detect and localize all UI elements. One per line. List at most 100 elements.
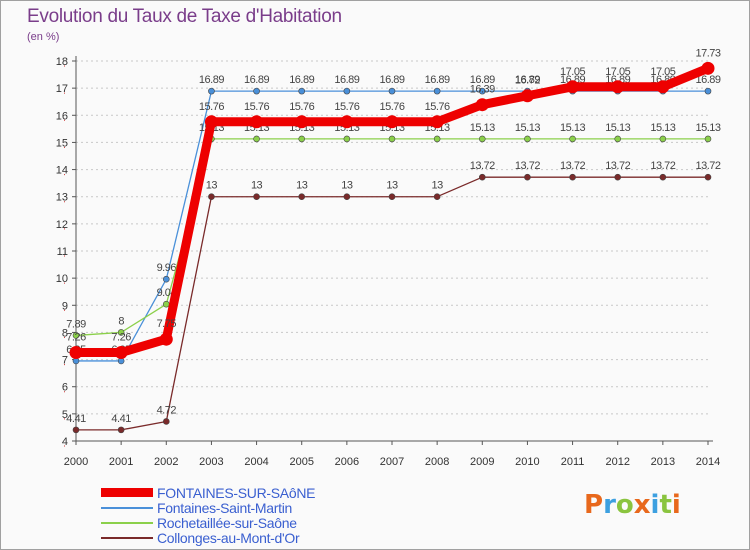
data-label-fontaines-saint-martin: 16.89 — [334, 74, 359, 86]
y-tick-label: 6 — [62, 382, 68, 394]
data-label-fontaines-saint-martin: 16.89 — [289, 74, 314, 86]
data-point-rochetaill-e-sur-sa-ne — [298, 135, 306, 143]
legend-swatch — [101, 521, 153, 524]
data-label-fontaines-sur-sa-ne: 15.76 — [425, 101, 450, 113]
data-point-collonges-au-mont-d-or — [388, 193, 396, 201]
data-point-fontaines-saint-martin — [253, 87, 260, 95]
legend-label: Rochetaillée-sur-Saône — [157, 514, 297, 531]
x-tick-label: 2013 — [651, 456, 675, 468]
data-label-collonges-au-mont-d-or: 13.72 — [515, 160, 540, 172]
y-tick-label: 17 — [56, 83, 68, 95]
data-point-fontaines-saint-martin — [162, 275, 170, 283]
x-tick-label: 2011 — [561, 456, 585, 468]
data-label-fontaines-sur-sa-ne: 7.26 — [66, 332, 86, 344]
data-point-collonges-au-mont-d-or — [659, 173, 667, 181]
data-label-collonges-au-mont-d-or: 13 — [386, 180, 398, 192]
x-tick-label: 2006 — [335, 456, 359, 468]
data-label-collonges-au-mont-d-or: 13.72 — [695, 160, 720, 172]
y-tick-label: 14 — [56, 165, 68, 177]
logo-letter: P — [584, 490, 604, 520]
data-point-collonges-au-mont-d-or — [614, 173, 622, 181]
data-label-fontaines-sur-sa-ne: 15.76 — [244, 101, 269, 113]
data-point-fontaines-saint-martin — [478, 87, 486, 95]
data-label-rochetaill-e-sur-sa-ne: 7.89 — [66, 318, 86, 330]
data-point-rochetaill-e-sur-sa-ne — [569, 135, 576, 143]
x-tick-label: 2000 — [64, 456, 88, 468]
data-label-rochetaill-e-sur-sa-ne: 15.13 — [650, 122, 675, 134]
data-label-fontaines-sur-sa-ne: 15.76 — [379, 101, 404, 113]
data-label-fontaines-sur-sa-ne: 17.05 — [650, 66, 675, 78]
x-tick-label: 2010 — [515, 456, 539, 468]
legend: FONTAINES-SUR-SAôNE Fontaines-Saint-Marti… — [101, 485, 401, 545]
legend-item: Fontaines-Saint-Martin — [101, 500, 401, 515]
data-point-fontaines-sur-sa-ne — [656, 80, 670, 94]
data-label-fontaines-saint-martin: 16.89 — [244, 74, 269, 86]
data-point-fontaines-sur-sa-ne — [69, 346, 83, 360]
y-tick-label: 15 — [56, 137, 68, 149]
data-label-fontaines-saint-martin: 16.89 — [425, 74, 450, 86]
x-tick-label: 2007 — [380, 456, 404, 468]
x-tick-label: 2012 — [605, 456, 629, 468]
data-point-fontaines-sur-sa-ne — [159, 332, 173, 346]
logo-letter: x — [633, 490, 651, 520]
data-label-rochetaill-e-sur-sa-ne: 15.13 — [695, 122, 720, 134]
data-label-rochetaill-e-sur-sa-ne: 15.13 — [560, 122, 585, 134]
data-point-fontaines-sur-sa-ne — [520, 89, 534, 103]
legend-label: Collonges-au-Mont-d'Or — [157, 529, 300, 546]
data-label-collonges-au-mont-d-or: 13 — [432, 180, 444, 192]
data-label-fontaines-sur-sa-ne: 16.39 — [470, 84, 495, 96]
data-label-collonges-au-mont-d-or: 13.72 — [560, 160, 585, 172]
x-tick-label: 2001 — [109, 456, 133, 468]
data-point-rochetaill-e-sur-sa-ne — [388, 135, 396, 143]
data-label-fontaines-sur-sa-ne: 17.05 — [560, 66, 585, 78]
x-tick-label: 2002 — [154, 456, 178, 468]
data-point-rochetaill-e-sur-sa-ne — [162, 300, 170, 308]
data-label-fontaines-sur-sa-ne: 16.72 — [515, 75, 540, 87]
data-point-fontaines-sur-sa-ne — [430, 115, 444, 129]
data-label-rochetaill-e-sur-sa-ne: 15.13 — [470, 122, 495, 134]
y-tick-label: 7 — [62, 355, 68, 367]
data-point-rochetaill-e-sur-sa-ne — [343, 135, 351, 143]
y-tick-label: 9 — [62, 300, 68, 312]
logo-letter: i — [650, 490, 660, 520]
data-label-collonges-au-mont-d-or: 13.72 — [650, 160, 675, 172]
data-point-fontaines-sur-sa-ne — [701, 61, 715, 75]
x-tick-label: 2014 — [696, 456, 720, 468]
y-tick-label: 5 — [62, 409, 68, 421]
data-label-fontaines-saint-martin: 16.89 — [199, 74, 224, 86]
logo-letter: i — [671, 490, 681, 520]
data-point-rochetaill-e-sur-sa-ne — [659, 135, 667, 143]
data-point-fontaines-sur-sa-ne — [611, 80, 625, 94]
y-tick-label: 18 — [56, 56, 68, 68]
data-label-collonges-au-mont-d-or: 4.41 — [111, 413, 131, 425]
data-label-fontaines-sur-sa-ne: 15.76 — [334, 101, 359, 113]
data-point-fontaines-sur-sa-ne — [340, 115, 354, 129]
y-tick-label: 10 — [56, 273, 68, 285]
data-label-collonges-au-mont-d-or: 4.72 — [157, 404, 177, 416]
data-label-collonges-au-mont-d-or: 13.72 — [605, 160, 630, 172]
proxiti-logo: Proxiti — [584, 490, 681, 520]
data-point-fontaines-saint-martin — [433, 87, 441, 95]
x-tick-label: 2009 — [470, 456, 494, 468]
data-label-fontaines-sur-sa-ne: 17.73 — [695, 47, 720, 59]
data-label-fontaines-saint-martin: 16.89 — [470, 74, 495, 86]
data-point-rochetaill-e-sur-sa-ne — [253, 135, 260, 143]
data-point-rochetaill-e-sur-sa-ne — [704, 135, 712, 143]
y-tick-label: 16 — [56, 110, 68, 122]
logo-letter: r — [603, 490, 616, 520]
data-label-fontaines-sur-sa-ne: 17.05 — [605, 66, 630, 78]
data-point-collonges-au-mont-d-or — [433, 193, 441, 201]
legend-item: FONTAINES-SUR-SAôNE — [101, 485, 401, 500]
data-point-rochetaill-e-sur-sa-ne — [614, 135, 622, 143]
data-point-collonges-au-mont-d-or — [704, 173, 712, 181]
line-chart: 4 5 6 7 8 9 10 11 12 13 14 15 16 17 18 2000 2001 2002 2003… — [56, 47, 722, 468]
data-point-collonges-au-mont-d-or — [72, 426, 80, 434]
data-point-fontaines-saint-martin — [298, 87, 306, 95]
legend-item: Rochetaillée-sur-Saône — [101, 515, 401, 530]
legend-label: FONTAINES-SUR-SAôNE — [157, 484, 316, 501]
data-point-collonges-au-mont-d-or — [298, 193, 306, 201]
data-point-rochetaill-e-sur-sa-ne — [72, 332, 80, 339]
data-label-collonges-au-mont-d-or: 13 — [206, 180, 218, 192]
data-point-fontaines-sur-sa-ne — [250, 115, 264, 129]
